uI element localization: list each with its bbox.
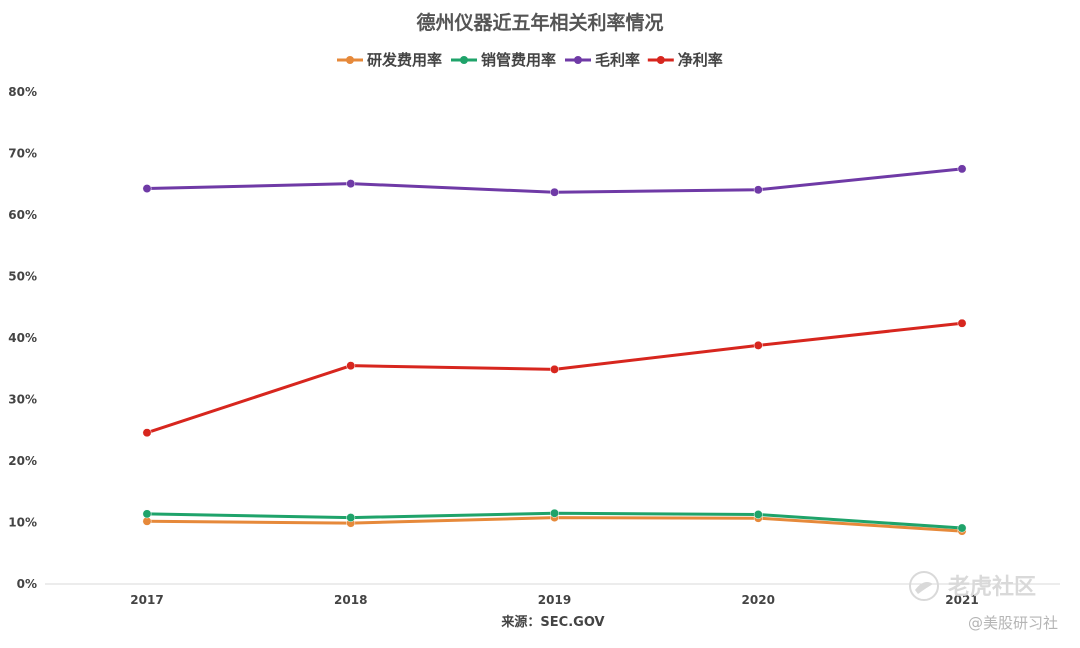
x-tick-label: 2018: [334, 593, 367, 607]
data-point: [346, 179, 356, 189]
legend-swatch-marker: [460, 56, 468, 64]
watermark-logo-icon: [909, 571, 939, 601]
legend-label: 销管费用率: [481, 51, 556, 69]
y-tick-label: 30%: [8, 393, 37, 407]
series-group: [142, 164, 967, 197]
data-point: [753, 510, 763, 519]
data-point: [753, 340, 763, 350]
x-tick-label: 2020: [742, 593, 775, 607]
series-group: [142, 508, 967, 533]
y-tick-label: 80%: [8, 85, 37, 99]
legend-label: 毛利率: [595, 51, 640, 69]
y-tick-label: 0%: [17, 577, 37, 591]
watermark: 老虎社区 @美股研习社: [909, 571, 1058, 632]
data-point: [550, 364, 559, 374]
chart-title: 德州仪器近五年相关利率情况: [416, 11, 663, 34]
legend-item: 净利率: [647, 51, 723, 69]
legend-swatch-marker: [574, 56, 582, 64]
data-point: [346, 513, 356, 523]
y-tick-label: 60%: [8, 208, 37, 222]
y-tick-label: 70%: [8, 147, 37, 161]
data-point: [957, 318, 967, 328]
legend-label: 研发费用率: [367, 51, 442, 69]
series-group: [142, 318, 967, 438]
legend-item: 研发费用率: [337, 51, 442, 69]
y-tick-label: 50%: [8, 270, 37, 284]
source-note: 来源：SEC.GOV: [500, 614, 604, 630]
legend-swatch-marker: [656, 56, 665, 64]
watermark-community: 老虎社区: [947, 574, 1036, 600]
x-tick-label: 2021: [945, 593, 978, 607]
watermark-author: @美股研习社: [968, 614, 1058, 632]
legend-item: 销管费用率: [451, 51, 556, 69]
legend-item: 毛利率: [565, 51, 640, 69]
data-point: [550, 508, 559, 518]
series-line: [146, 321, 963, 435]
y-tick-label: 20%: [8, 454, 37, 468]
data-point: [142, 184, 152, 194]
legend: 研发费用率 销管费用率 毛利率 净利率: [337, 51, 723, 69]
data-point: [957, 523, 967, 533]
x-axis: 2017 2018 2019 2020 2021: [130, 593, 978, 607]
x-tick-label: 2019: [538, 593, 571, 607]
data-point: [346, 361, 356, 371]
legend-swatch-marker: [346, 56, 354, 64]
y-tick-label: 40%: [8, 331, 37, 345]
y-axis: 0% 10% 20% 30% 40% 50% 60% 70% 80%: [8, 85, 37, 591]
y-tick-label: 10%: [8, 516, 37, 530]
legend-label: 净利率: [678, 51, 723, 69]
data-point: [142, 509, 152, 519]
x-tick-label: 2017: [130, 593, 163, 607]
series-layer: [142, 164, 967, 536]
data-point: [753, 185, 763, 195]
data-point: [957, 164, 967, 174]
data-point: [550, 187, 559, 197]
data-point: [142, 428, 152, 438]
